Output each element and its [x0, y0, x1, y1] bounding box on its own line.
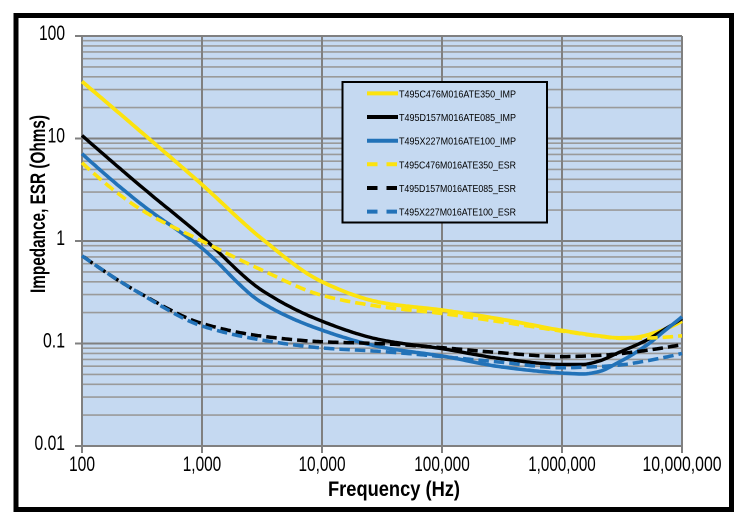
svg-text:10,000: 10,000	[299, 453, 346, 476]
svg-text:100: 100	[39, 22, 65, 45]
svg-text:1: 1	[56, 227, 65, 250]
svg-text:Impedance, ESR (Ohms): Impedance, ESR (Ohms)	[27, 115, 50, 293]
svg-text:1,000: 1,000	[183, 453, 222, 476]
svg-text:0.01: 0.01	[35, 432, 66, 455]
svg-text:100: 100	[69, 453, 95, 476]
svg-text:Frequency (Hz): Frequency (Hz)	[328, 478, 460, 501]
svg-text:100,000: 100,000	[414, 453, 470, 476]
svg-text:T495C476M016ATE350_IMP: T495C476M016ATE350_IMP	[399, 88, 516, 100]
svg-text:10: 10	[48, 125, 66, 148]
svg-text:T495D157M016ATE085_ESR: T495D157M016ATE085_ESR	[399, 183, 516, 195]
svg-text:T495X227M016ATE100_IMP: T495X227M016ATE100_IMP	[399, 136, 516, 148]
svg-text:1,000,000: 1,000,000	[528, 453, 596, 476]
svg-text:10,000,000: 10,000,000	[643, 453, 722, 476]
svg-text:T495C476M016ATE350_ESR: T495C476M016ATE350_ESR	[399, 159, 516, 171]
svg-text:T495D157M016ATE085_IMP: T495D157M016ATE085_IMP	[399, 112, 516, 124]
svg-text:0.1: 0.1	[43, 330, 65, 353]
svg-text:T495X227M016ATE100_ESR: T495X227M016ATE100_ESR	[399, 207, 516, 219]
